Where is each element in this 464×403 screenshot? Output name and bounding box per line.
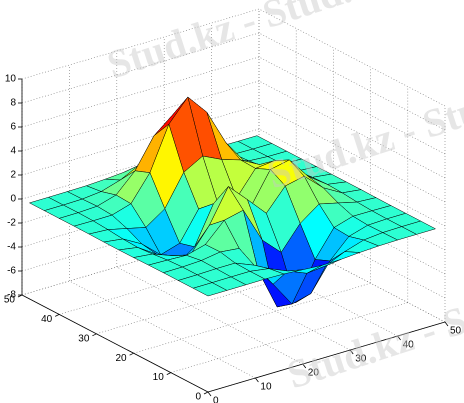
z-tick-label: 0: [10, 194, 16, 205]
z-tick-label: -2: [7, 218, 16, 229]
grid-line: [258, 80, 446, 179]
grid-line: [258, 56, 446, 155]
grid-line: [258, 104, 446, 203]
y-tick-label: 20: [115, 353, 127, 364]
z-tick-label: 8: [10, 98, 16, 109]
y-tick-label: 0: [195, 392, 201, 403]
tick-mark: [166, 372, 171, 375]
y-axis: [21, 294, 209, 393]
grid-line: [170, 302, 408, 373]
y-tick-label: 30: [78, 333, 90, 344]
grid-line: [21, 56, 260, 128]
surface-face: [192, 282, 228, 297]
y-tick-label: 50: [4, 295, 16, 306]
tick-mark: [129, 352, 134, 356]
y-tick-label: 10: [153, 372, 165, 383]
z-tick-label: 2: [10, 170, 16, 181]
grid-line: [69, 280, 256, 379]
x-tick-label: 10: [260, 382, 272, 393]
grid-line: [21, 32, 260, 104]
y-tick-label: 40: [41, 314, 53, 325]
x-tick-label: 30: [355, 354, 367, 365]
z-tick-label: -4: [7, 242, 16, 253]
z-tick-label: 6: [10, 122, 16, 133]
z-tick-label: -6: [7, 266, 16, 277]
tick-mark: [203, 391, 209, 395]
x-axis: [207, 321, 446, 393]
tick-mark: [207, 391, 212, 397]
x-tick-label: 20: [308, 368, 320, 379]
watermark: Stud.kz - Stud.kz: [102, 0, 395, 87]
x-tick-label: 50: [450, 326, 462, 337]
x-tick-label: 40: [403, 340, 415, 351]
grid-line: [258, 128, 446, 227]
tick-mark: [349, 349, 354, 355]
watermark: Stud.kz - Stud.kz: [262, 64, 464, 197]
tick-mark: [302, 363, 307, 369]
grid-line: [21, 80, 260, 152]
grid-line: [258, 8, 446, 107]
tick-mark: [92, 333, 97, 337]
tick-mark: [255, 377, 259, 383]
tick-mark: [397, 335, 401, 341]
grid-line: [116, 266, 303, 365]
tick-mark: [444, 321, 449, 327]
x-tick-label: 0: [213, 396, 219, 403]
z-tick-label: 4: [10, 146, 16, 157]
z-tick-label: 10: [5, 74, 17, 85]
grid-line: [258, 32, 446, 131]
grid-line: [21, 8, 260, 80]
grid-line: [21, 104, 260, 176]
grid-line: [96, 263, 334, 335]
grid-line: [133, 282, 371, 354]
tick-mark: [55, 314, 60, 317]
z-tick-label: -8: [7, 290, 16, 301]
